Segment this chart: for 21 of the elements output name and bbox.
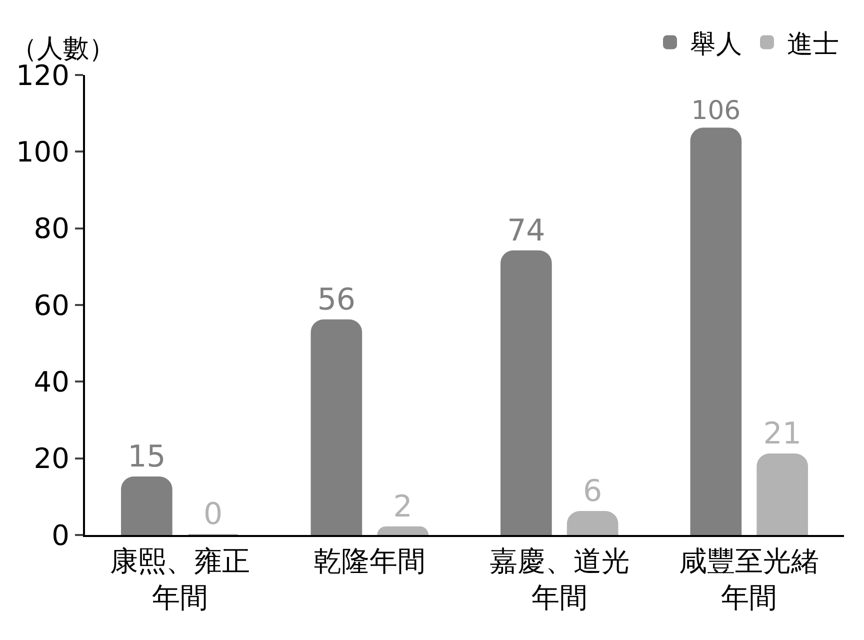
- y-tick-label: 20: [34, 442, 70, 476]
- y-tick-label: 60: [34, 288, 70, 322]
- x-tick-label: 乾隆年間: [314, 544, 426, 578]
- data-label: 2: [393, 489, 412, 524]
- legend-label: 進士: [787, 29, 839, 60]
- y-tick-label: 40: [34, 365, 70, 398]
- y-tick-label: 0: [52, 518, 70, 552]
- data-label: 21: [763, 416, 802, 452]
- data-label: 56: [317, 282, 356, 318]
- data-label: 74: [507, 213, 546, 248]
- y-tick-label: 80: [34, 212, 70, 246]
- data-label: 106: [691, 96, 741, 126]
- x-tick-label: 康熙、雍正年間: [110, 544, 250, 614]
- y-axis-title: （人數）: [11, 34, 115, 64]
- x-tick-label: 咸豐至光緒年間: [679, 544, 820, 614]
- legend-label: 舉人: [690, 29, 742, 60]
- data-label: 0: [204, 497, 223, 532]
- y-tick-label: 100: [16, 135, 70, 168]
- data-label: 15: [128, 440, 166, 474]
- x-tick-label: 嘉慶、道光年間: [489, 544, 630, 614]
- data-label: 6: [583, 474, 602, 509]
